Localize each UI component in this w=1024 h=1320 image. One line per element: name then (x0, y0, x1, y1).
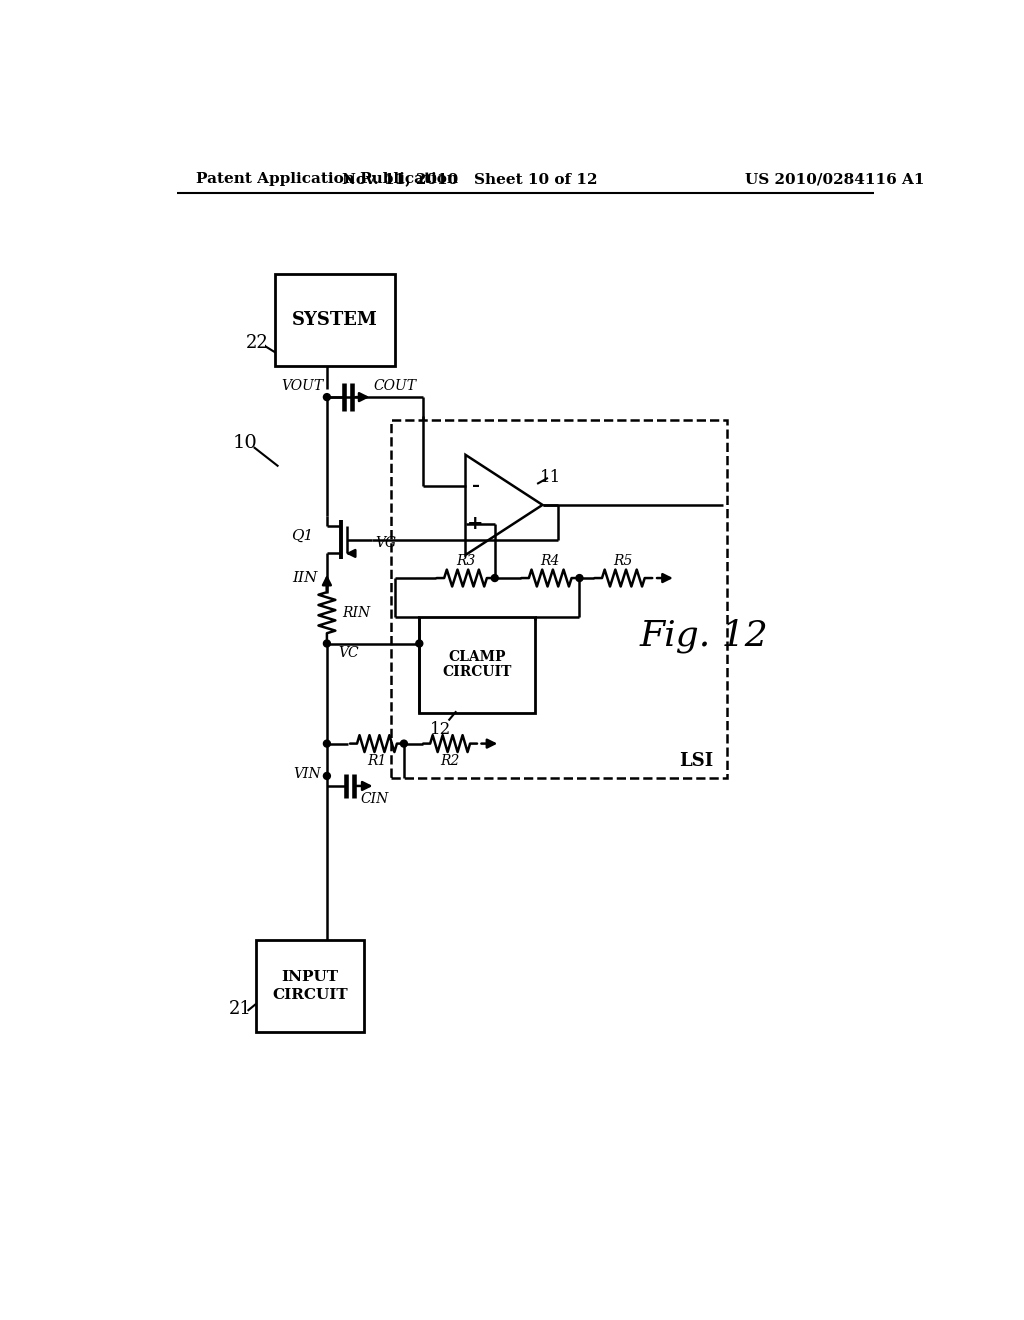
Text: RIN: RIN (342, 606, 371, 619)
Text: VG: VG (376, 536, 396, 549)
Text: CIRCUIT: CIRCUIT (272, 989, 348, 1002)
Text: 22: 22 (246, 334, 269, 352)
Text: R1: R1 (368, 754, 387, 767)
Text: +: + (467, 515, 483, 533)
Circle shape (324, 640, 331, 647)
Text: CIRCUIT: CIRCUIT (442, 665, 512, 680)
Circle shape (324, 772, 331, 779)
Circle shape (416, 640, 423, 647)
Circle shape (324, 741, 331, 747)
Text: VC: VC (339, 645, 359, 660)
Text: R3: R3 (456, 554, 475, 568)
Text: Nov. 11, 2010   Sheet 10 of 12: Nov. 11, 2010 Sheet 10 of 12 (342, 172, 597, 186)
Circle shape (324, 393, 331, 400)
Text: Fig. 12: Fig. 12 (640, 619, 769, 653)
Bar (256, 940, 364, 1032)
Bar (275, 275, 394, 367)
Text: R2: R2 (440, 754, 460, 767)
Text: SYSTEM: SYSTEM (292, 312, 378, 329)
Text: INPUT: INPUT (282, 970, 339, 983)
Text: -: - (471, 477, 479, 495)
Text: US 2010/0284116 A1: US 2010/0284116 A1 (745, 172, 925, 186)
Text: R5: R5 (613, 554, 633, 568)
Text: 10: 10 (232, 434, 257, 453)
Circle shape (400, 741, 408, 747)
Text: 21: 21 (228, 1001, 251, 1018)
Text: Patent Application Publication: Patent Application Publication (196, 172, 458, 186)
Bar (419, 616, 535, 713)
Text: R4: R4 (541, 554, 560, 568)
Text: Q1: Q1 (291, 529, 313, 543)
Circle shape (492, 574, 499, 582)
Text: COUT: COUT (373, 379, 416, 393)
Text: LSI: LSI (679, 752, 714, 771)
Text: 11: 11 (540, 469, 561, 486)
Circle shape (577, 574, 583, 582)
Text: IIN: IIN (292, 572, 317, 585)
Text: CIN: CIN (360, 792, 388, 807)
Text: 12: 12 (430, 721, 452, 738)
Text: VIN: VIN (293, 767, 321, 781)
Text: CLAMP: CLAMP (449, 649, 506, 664)
Text: VOUT: VOUT (281, 379, 323, 393)
Bar (391, 420, 727, 779)
